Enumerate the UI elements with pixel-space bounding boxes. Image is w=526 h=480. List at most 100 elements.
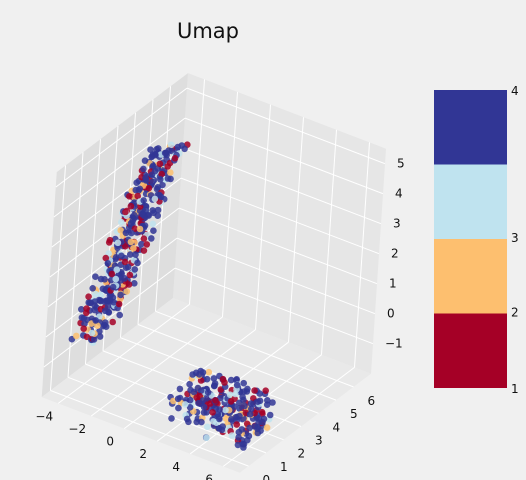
grid-y-side — [50, 165, 66, 391]
scatter-point — [241, 402, 248, 410]
colorbar-segment — [434, 164, 507, 239]
scatter-point — [118, 218, 125, 226]
scatter-point — [109, 283, 117, 291]
scatter-point — [134, 192, 141, 200]
scatter-point — [122, 229, 130, 237]
scatter-point — [194, 384, 202, 392]
scatter-point — [176, 385, 184, 393]
chart-title: Umap — [177, 19, 239, 43]
y-tick-label: 1 — [280, 460, 288, 474]
scatter-point — [92, 273, 99, 281]
scatter-point — [174, 395, 182, 403]
scatter-point — [141, 157, 149, 164]
scatter-point — [112, 275, 120, 283]
scatter-point — [157, 193, 165, 201]
scatter-point — [131, 280, 138, 287]
scatter-point — [78, 306, 85, 313]
scatter-point — [181, 401, 189, 408]
scatter-point — [183, 415, 191, 423]
scatter-point — [102, 254, 110, 262]
scatter-point — [157, 176, 164, 183]
colorbar-tick-label: 2 — [511, 306, 519, 320]
colorbar-tick-label: 4 — [511, 84, 519, 98]
scatter-point — [175, 404, 182, 412]
scatter-point — [113, 266, 121, 274]
scatter-point — [89, 285, 96, 292]
scatter-point — [198, 418, 205, 426]
back-pane — [173, 73, 386, 374]
grid-y-floor — [67, 376, 267, 454]
grid-z-back — [184, 117, 384, 195]
scatter-point — [236, 405, 243, 412]
scatter-point — [248, 405, 255, 413]
scatter-point — [92, 290, 99, 298]
scatter-point — [96, 333, 104, 340]
scatter-point — [235, 428, 243, 436]
scatter-point — [121, 275, 128, 282]
scatter-point — [149, 178, 156, 186]
scatter-point — [239, 440, 246, 448]
scatter-point — [88, 329, 96, 337]
scatter-point — [226, 391, 234, 399]
grid-y-floor — [137, 324, 337, 401]
scatter-point — [254, 425, 261, 433]
grid-x-back — [255, 104, 271, 330]
scatter-point — [115, 300, 123, 308]
y-tick-label: 4 — [333, 420, 341, 434]
scatter-point — [186, 380, 193, 388]
scatter-point — [129, 217, 136, 225]
scatter-point — [251, 387, 258, 394]
scatter-point — [118, 252, 125, 260]
scatter-point — [189, 371, 196, 378]
x-tick-label: −4 — [35, 409, 53, 423]
scatter-point — [114, 239, 122, 247]
grid-z-back — [186, 87, 386, 165]
colorbar-tick-label: 3 — [511, 231, 519, 245]
scatter-point — [127, 202, 135, 210]
scatter-point — [132, 251, 139, 258]
scatter-point — [200, 409, 208, 416]
grid-x-back — [288, 117, 304, 343]
scatter-point — [126, 193, 133, 200]
scatter-point — [154, 206, 162, 214]
scatter-point — [204, 389, 212, 396]
scatter-point — [140, 165, 147, 173]
scatter-point — [101, 307, 109, 315]
scatter-point — [101, 276, 108, 283]
scatter-point — [263, 424, 271, 431]
scatter-point — [240, 379, 247, 387]
grid-x-back — [354, 142, 370, 368]
scatter-point — [116, 311, 123, 319]
scatter-point — [195, 399, 202, 407]
scatter-point — [209, 409, 216, 416]
scatter-point — [168, 415, 175, 422]
scatter-point — [122, 264, 130, 272]
grid-x-back — [189, 79, 205, 305]
scatter-point — [121, 243, 129, 250]
colorbar-segment — [434, 313, 507, 388]
scatter-point — [122, 208, 129, 216]
x-tick-label: 2 — [139, 447, 147, 461]
scatter-point — [171, 155, 179, 162]
grid-z-back — [174, 267, 374, 345]
scatter-point — [235, 434, 242, 441]
scatter-point — [87, 299, 95, 307]
z-tick-label: −1 — [385, 337, 403, 351]
scatter-point — [151, 195, 159, 203]
scatter-point — [140, 247, 148, 254]
scatter-point — [97, 291, 104, 299]
scatter-point — [138, 240, 145, 248]
scatter-point — [264, 397, 271, 404]
z-tick-label: 4 — [395, 187, 403, 201]
scatter-point — [130, 211, 138, 219]
scatter-point — [85, 293, 92, 301]
scatter-point — [127, 238, 135, 246]
scatter-point — [94, 322, 101, 330]
scatter-point — [117, 291, 124, 299]
scatter-point — [136, 185, 144, 193]
scatter-point — [203, 375, 211, 383]
scatter-point — [114, 244, 121, 252]
scatter-point — [149, 207, 156, 214]
